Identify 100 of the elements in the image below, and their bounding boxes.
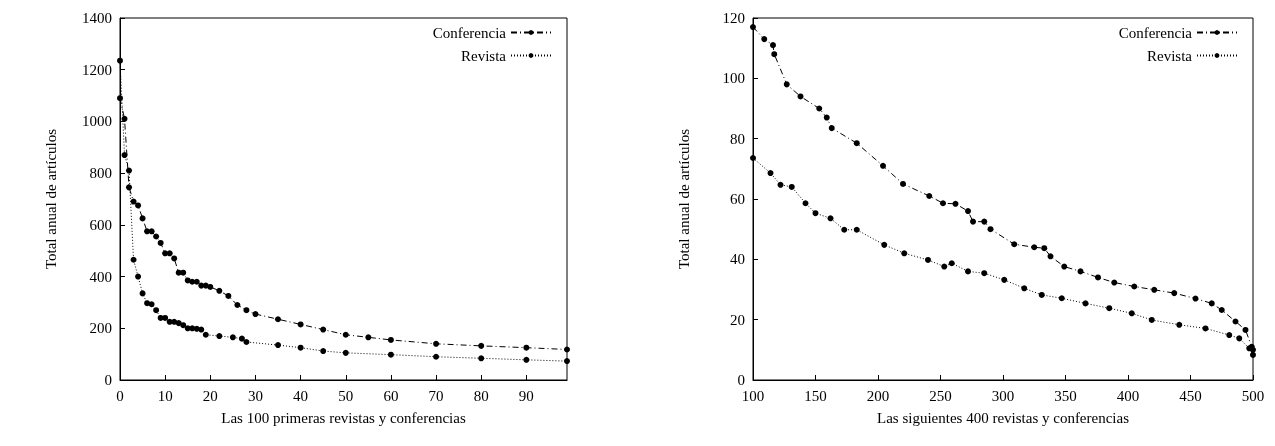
point <box>1111 279 1118 286</box>
point <box>1171 290 1178 297</box>
point <box>365 334 372 341</box>
point <box>225 292 232 299</box>
legend-label: Revista <box>461 47 507 64</box>
x-tick-label: 200 <box>866 387 890 404</box>
point <box>816 105 823 112</box>
point <box>981 270 988 277</box>
point <box>433 340 440 347</box>
point <box>926 192 933 199</box>
point <box>1192 295 1199 302</box>
legend-label: Revista <box>1147 47 1193 64</box>
point <box>297 344 304 351</box>
point <box>823 114 830 121</box>
point <box>275 316 282 323</box>
point <box>1226 332 1233 339</box>
point <box>153 233 160 240</box>
point <box>761 36 768 43</box>
point <box>198 326 205 333</box>
point <box>238 335 245 342</box>
legend-label: Conferencia <box>1118 24 1193 41</box>
point <box>1148 316 1155 323</box>
point <box>783 81 790 88</box>
x-tick-label: 40 <box>293 387 309 404</box>
point <box>243 338 250 345</box>
point <box>180 269 187 276</box>
point <box>243 307 250 314</box>
point <box>952 200 959 207</box>
point <box>900 180 906 187</box>
x-tick-label: 10 <box>157 387 173 404</box>
point <box>564 358 570 365</box>
point <box>342 331 349 338</box>
x-tick-label: 450 <box>1179 387 1202 404</box>
point <box>342 349 349 356</box>
point <box>387 351 394 358</box>
point <box>948 260 955 267</box>
point <box>166 250 173 257</box>
x-tick-label: 50 <box>338 387 354 404</box>
point <box>1061 263 1068 270</box>
x-tick-label: 400 <box>1116 387 1140 404</box>
point <box>1038 291 1045 298</box>
point <box>1242 326 1249 333</box>
x-tick-label: 30 <box>247 387 263 404</box>
point <box>1218 307 1225 314</box>
point <box>153 307 160 314</box>
point <box>841 226 848 233</box>
point <box>117 95 123 102</box>
point <box>135 202 142 209</box>
x-tick-label: 500 <box>1241 387 1265 404</box>
point <box>828 125 835 132</box>
point <box>252 311 259 318</box>
point <box>802 200 809 207</box>
point <box>207 283 214 290</box>
point <box>234 302 241 309</box>
point <box>1095 274 1101 281</box>
point <box>523 356 530 363</box>
point <box>880 162 886 169</box>
y-tick-label: 40 <box>730 251 745 268</box>
point <box>126 167 133 174</box>
y-tick-label: 100 <box>722 70 745 87</box>
point <box>1250 351 1256 358</box>
point <box>853 140 860 147</box>
x-tick-label: 80 <box>473 387 489 404</box>
point <box>297 321 304 328</box>
point <box>881 241 888 248</box>
point <box>144 300 151 307</box>
point <box>564 346 570 353</box>
point <box>387 336 394 343</box>
point <box>987 226 994 233</box>
point <box>202 331 209 338</box>
point <box>216 333 223 340</box>
y-axis-title: Total anual de artículos <box>42 128 59 270</box>
point <box>275 342 282 349</box>
point <box>171 255 178 262</box>
point <box>941 263 948 270</box>
y-tick-label: 20 <box>730 311 745 328</box>
y-tick-label: 200 <box>89 320 112 337</box>
point <box>478 342 485 349</box>
x-tick-label: 250 <box>929 387 952 404</box>
point <box>1236 335 1243 342</box>
y-tick-label: 1200 <box>82 61 112 78</box>
point <box>965 268 971 275</box>
point <box>320 326 327 333</box>
point <box>940 200 946 207</box>
point <box>171 318 178 325</box>
y-tick-label: 0 <box>104 372 112 388</box>
point <box>797 93 804 100</box>
point <box>1131 283 1138 290</box>
point <box>139 290 146 297</box>
x-tick-label: 350 <box>1054 387 1077 404</box>
point <box>767 170 774 177</box>
y-tick-label: 800 <box>89 165 112 182</box>
point <box>193 278 200 285</box>
y-tick-label: 400 <box>89 268 112 285</box>
point <box>1208 300 1215 307</box>
point <box>970 218 976 225</box>
x-tick-label: 300 <box>991 387 1015 404</box>
y-tick-label: 1400 <box>82 10 112 26</box>
x-tick-label: 100 <box>741 387 765 404</box>
point <box>1176 321 1183 328</box>
